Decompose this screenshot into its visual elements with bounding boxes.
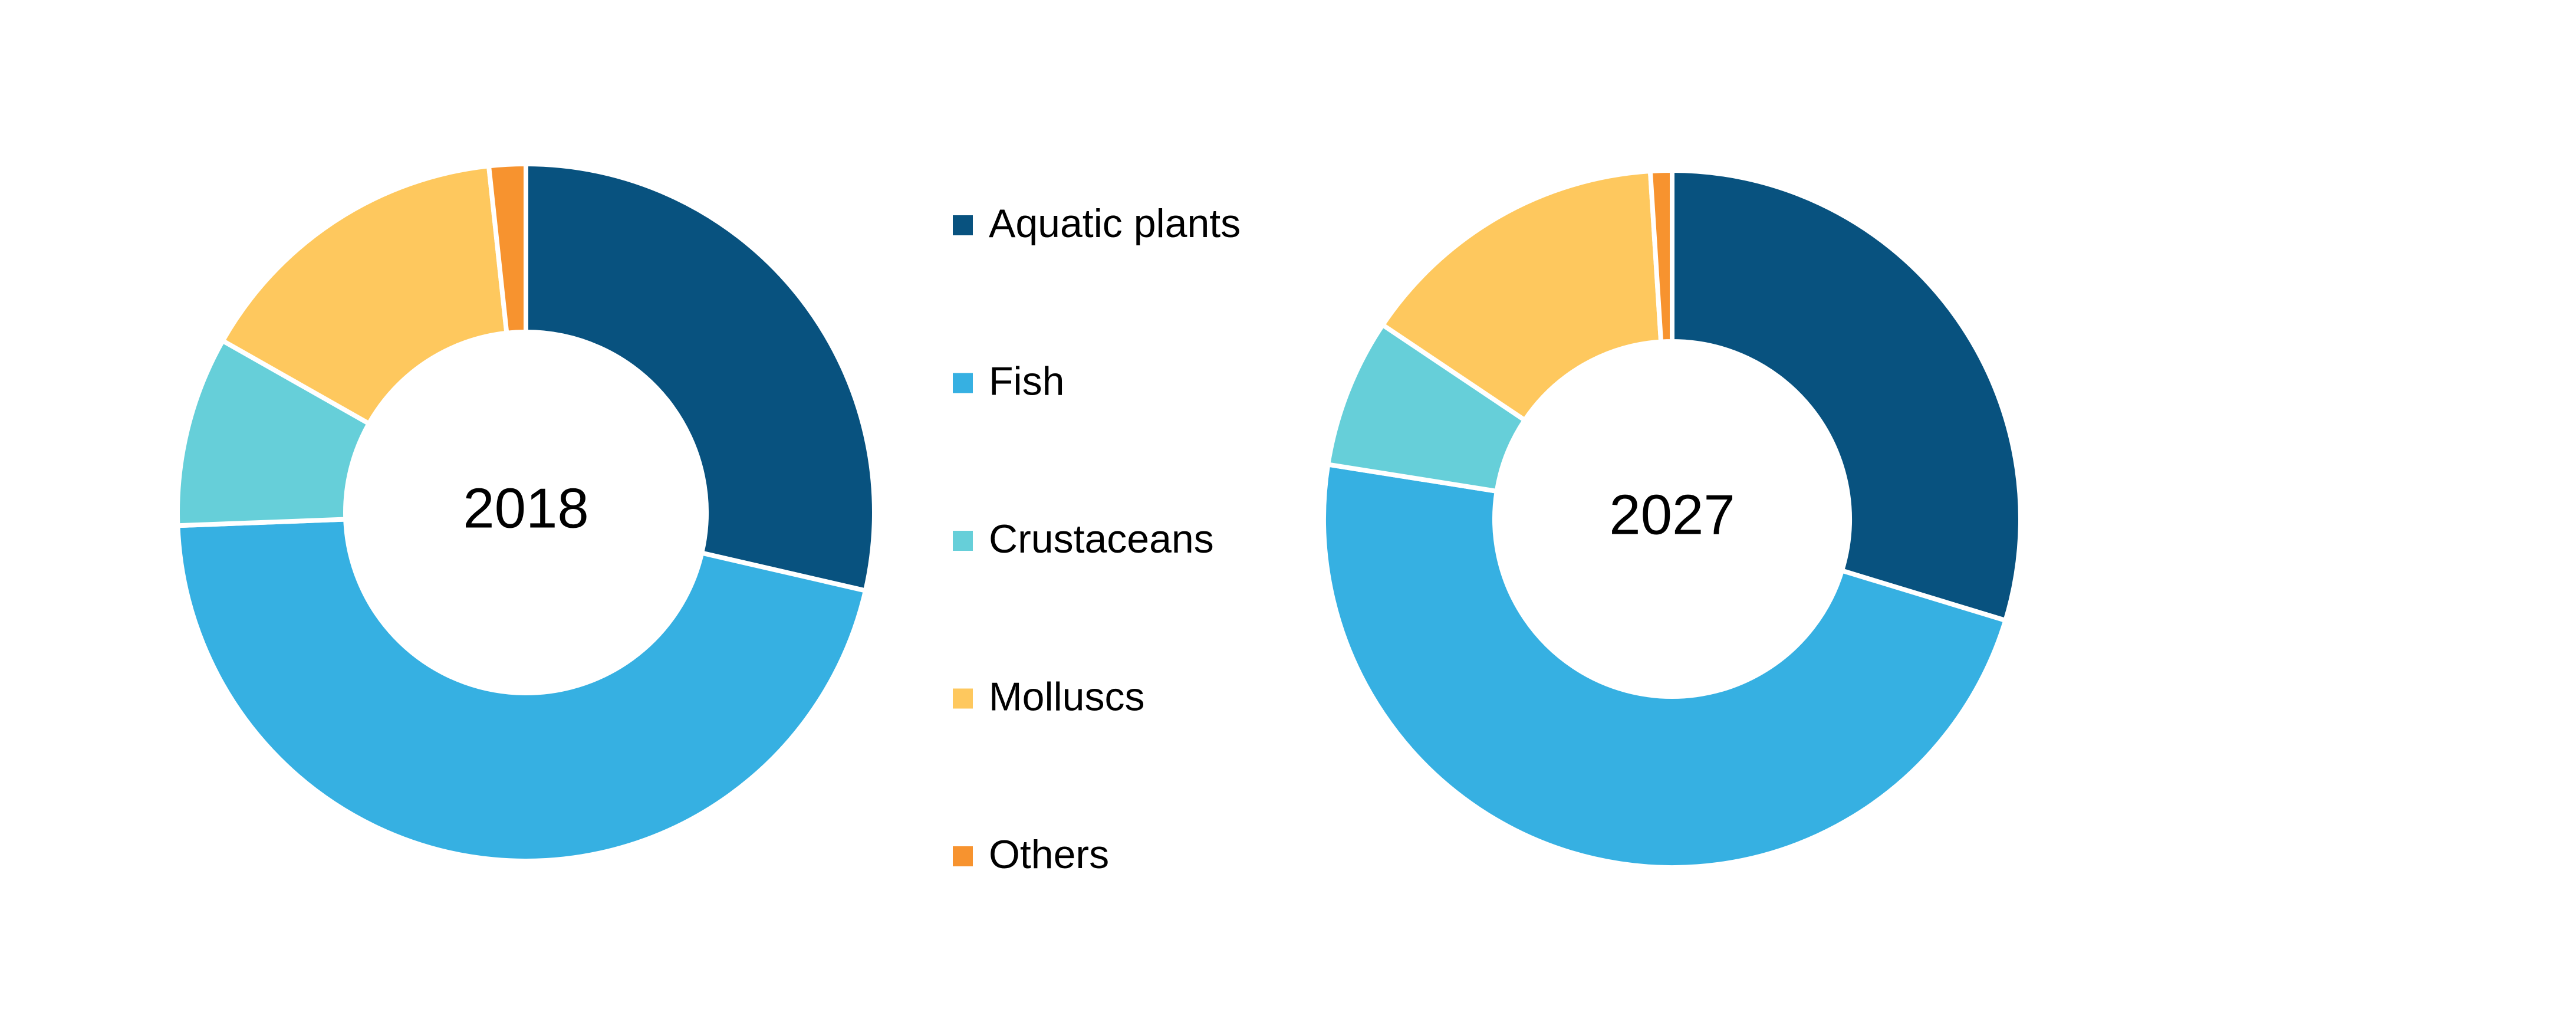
- center-label: 2027: [1609, 483, 1735, 546]
- donut-slice: [1321, 461, 2009, 870]
- legend-swatch: [953, 215, 973, 235]
- legend-label: Molluscs: [989, 674, 1145, 719]
- legend-swatch: [953, 373, 973, 393]
- donut-slice: [1379, 168, 1664, 423]
- donut-slice: [1670, 167, 2023, 623]
- legend-swatch: [953, 846, 973, 866]
- donut-slice: [524, 161, 877, 594]
- donut-slice: [219, 163, 509, 427]
- legend-label: Crustaceans: [989, 517, 1214, 561]
- donut-slice: [1647, 167, 1674, 344]
- legend-swatch: [953, 531, 973, 551]
- donut-slice: [486, 161, 528, 336]
- donut-slice: [175, 337, 373, 528]
- legend-label: Aquatic plants: [989, 201, 1241, 246]
- donut-slice: [175, 517, 868, 863]
- legend-swatch: [953, 688, 973, 709]
- legend-label: Others: [989, 832, 1109, 877]
- center-label: 2018: [463, 477, 589, 540]
- legend-label: Fish: [989, 359, 1064, 403]
